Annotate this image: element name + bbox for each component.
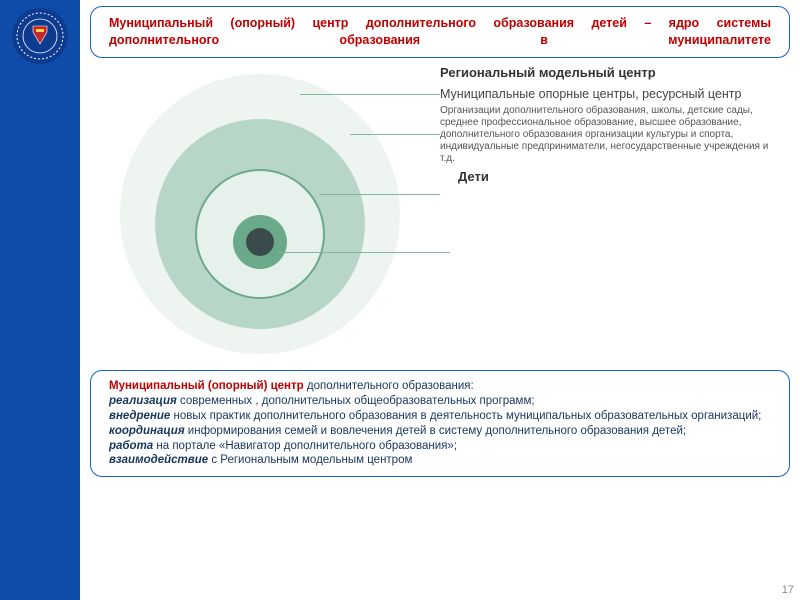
label-children: Дети [458, 169, 770, 184]
diagram-labels: Региональный модельный центр Муниципальн… [440, 64, 770, 184]
title-text: Муниципальный (опорный) центр дополнител… [109, 15, 771, 49]
label-municipal-centers: Муниципальные опорные центры, ресурсный … [440, 87, 770, 101]
title-box: Муниципальный (опорный) центр дополнител… [90, 6, 790, 58]
description-text: Муниципальный (опорный) центр дополнител… [109, 379, 771, 469]
shield-emblem-icon [16, 12, 64, 60]
description-box: Муниципальный (опорный) центр дополнител… [90, 370, 790, 478]
diagram-circles [120, 74, 400, 354]
label-regional-center: Региональный модельный центр [440, 66, 770, 81]
leader-line [278, 252, 450, 253]
label-organizations: Организации дополнительного образования,… [440, 105, 770, 165]
page-number: 17 [782, 584, 794, 596]
leader-line [350, 134, 440, 135]
leader-line [300, 94, 440, 95]
left-sidebar [0, 0, 80, 600]
main-content: Муниципальный (опорный) центр дополнител… [90, 0, 790, 600]
concentric-diagram: Региональный модельный центр Муниципальн… [90, 64, 790, 364]
emblem-logo [12, 8, 68, 64]
diagram-ring [246, 228, 274, 256]
leader-line [320, 194, 440, 195]
